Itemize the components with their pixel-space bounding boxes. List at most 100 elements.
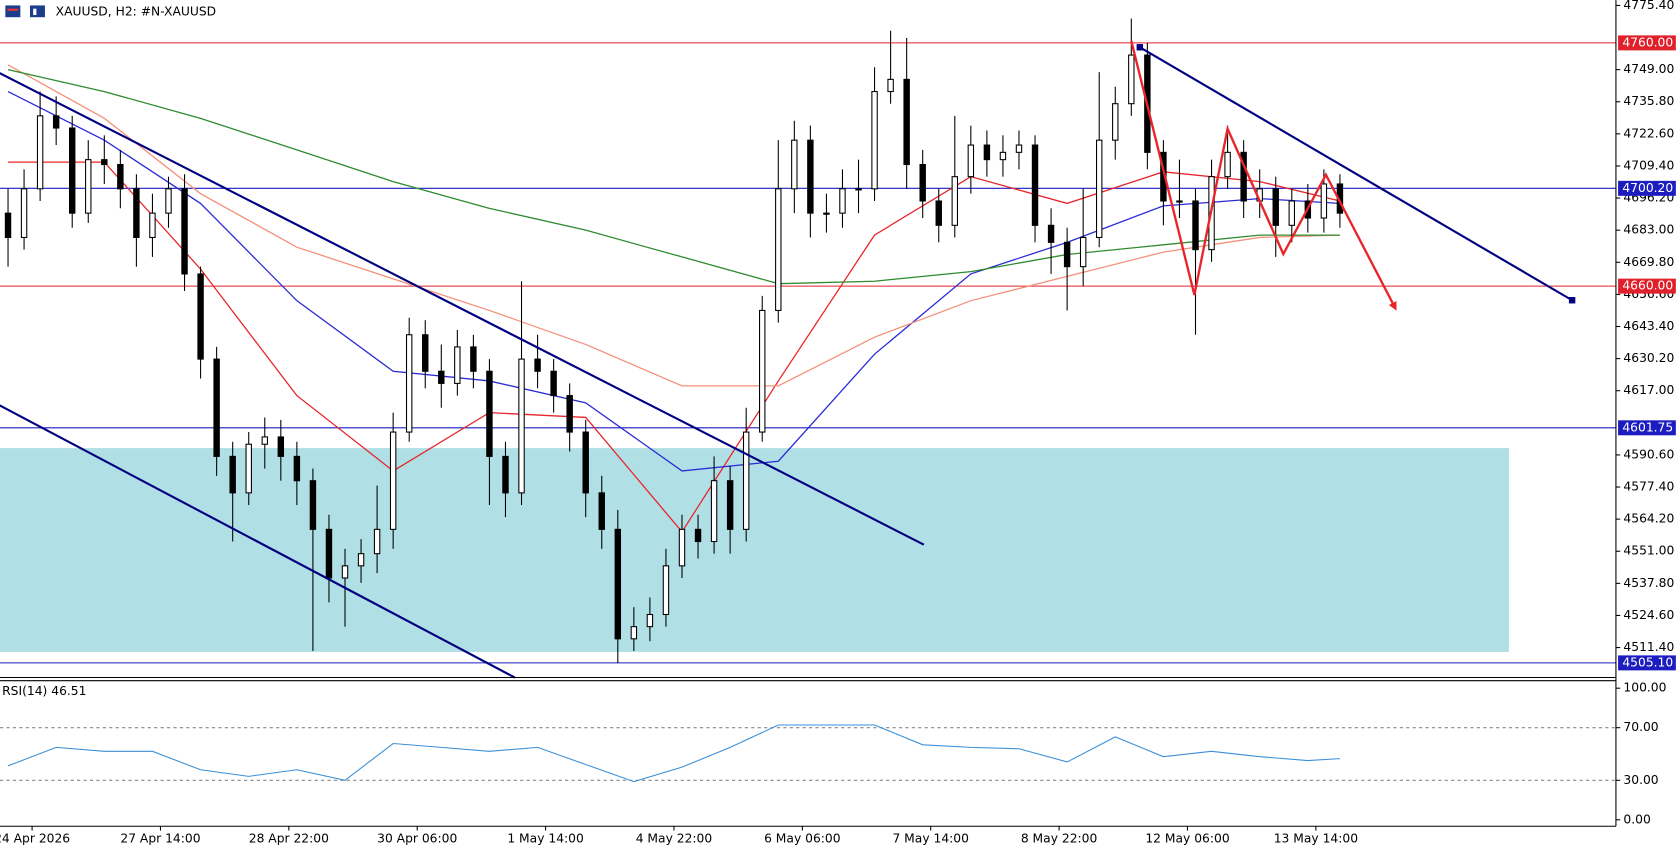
candle-body bbox=[999, 151, 1007, 161]
candle-body bbox=[630, 626, 638, 640]
candle-body bbox=[582, 431, 589, 494]
price-level-tag bbox=[1618, 180, 1676, 196]
candle-body bbox=[614, 528, 622, 640]
trendline bbox=[1139, 46, 1573, 302]
candle-body bbox=[20, 188, 28, 239]
candle-body bbox=[823, 212, 830, 215]
y-tick-label: 4722.60 bbox=[1623, 126, 1674, 140]
candle-body bbox=[470, 346, 477, 372]
candle-body bbox=[791, 139, 798, 190]
candle-body bbox=[566, 395, 573, 433]
candle-body bbox=[1192, 200, 1199, 251]
candle-body bbox=[245, 443, 252, 494]
y-tick-label: 4564.20 bbox=[1623, 512, 1674, 526]
candle-body bbox=[1047, 224, 1055, 243]
rsi-y-tick-label: 0.00 bbox=[1623, 812, 1650, 826]
candle-body bbox=[165, 188, 172, 214]
moving-average bbox=[7, 91, 1340, 472]
y-tick-label: 4630.20 bbox=[1623, 351, 1674, 365]
candle-body bbox=[534, 358, 541, 372]
y-tick-label: 4709.40 bbox=[1623, 158, 1674, 172]
moving-average bbox=[7, 64, 1340, 387]
candle-body bbox=[309, 480, 317, 530]
candle-body bbox=[52, 115, 60, 129]
candle-body bbox=[1176, 200, 1183, 203]
candle-body bbox=[405, 334, 413, 433]
y-tick-label: 4590.60 bbox=[1623, 447, 1674, 461]
icon bbox=[29, 5, 45, 18]
price-level-label: 4505.10 bbox=[1622, 655, 1673, 669]
x-tick-label: 7 May 14:00 bbox=[892, 832, 969, 846]
candle-body bbox=[807, 139, 814, 214]
candle-body bbox=[36, 115, 44, 190]
candle-body bbox=[1063, 241, 1071, 268]
candle-body bbox=[855, 188, 862, 191]
x-tick-label: 28 Apr 22:00 bbox=[249, 832, 329, 846]
candle-body bbox=[197, 273, 204, 360]
candle-body bbox=[903, 78, 910, 166]
price-level-label: 4660.00 bbox=[1622, 279, 1673, 293]
trendline bbox=[0, 404, 516, 679]
trendline-anchor bbox=[1136, 44, 1144, 51]
candle-body bbox=[1096, 139, 1103, 239]
moving-average bbox=[7, 69, 1340, 285]
price-level-label: 4601.75 bbox=[1622, 420, 1673, 434]
y-tick-label: 4551.00 bbox=[1623, 544, 1674, 558]
candle-body bbox=[4, 212, 12, 239]
candle-body bbox=[422, 334, 429, 372]
x-tick-label: 6 May 06:00 bbox=[764, 832, 841, 846]
candle-body bbox=[919, 163, 926, 202]
candle-body bbox=[662, 565, 670, 616]
candle-body bbox=[438, 370, 445, 384]
y-tick-label: 4524.60 bbox=[1623, 608, 1674, 622]
candle-body bbox=[967, 144, 975, 178]
candle-body bbox=[550, 370, 557, 397]
candle-body bbox=[229, 455, 236, 494]
candle-body bbox=[775, 188, 782, 311]
rsi-y-tick-label: 30.00 bbox=[1623, 773, 1658, 787]
candle-body bbox=[694, 528, 702, 543]
y-tick-label: 4643.40 bbox=[1623, 319, 1674, 333]
candle-body bbox=[935, 200, 942, 226]
x-tick-label: 4 May 22:00 bbox=[636, 832, 713, 846]
y-tick-label: 4683.00 bbox=[1623, 223, 1674, 237]
trendline bbox=[0, 72, 925, 546]
price-level-label: 4760.00 bbox=[1622, 35, 1673, 49]
candle-body bbox=[1240, 151, 1247, 202]
candle-body bbox=[1288, 200, 1295, 226]
candle-body bbox=[261, 436, 268, 445]
rsi-line bbox=[7, 724, 1340, 783]
icon bbox=[33, 8, 37, 16]
candle-body bbox=[1272, 188, 1279, 226]
y-tick-label: 4577.40 bbox=[1623, 480, 1674, 494]
icon bbox=[7, 8, 19, 11]
y-tick-label: 4669.80 bbox=[1623, 255, 1674, 269]
rsi-y-tick-label: 70.00 bbox=[1623, 720, 1658, 734]
y-tick-label: 4749.00 bbox=[1623, 62, 1674, 76]
x-tick-label: 12 May 06:00 bbox=[1145, 832, 1229, 846]
candle-body bbox=[983, 144, 991, 161]
price-level-label: 4700.20 bbox=[1622, 181, 1673, 195]
candle-body bbox=[502, 455, 509, 494]
x-tick-label: 1 May 14:00 bbox=[507, 832, 584, 846]
price-level-tag bbox=[1618, 35, 1676, 51]
candle-body bbox=[726, 480, 734, 530]
candle-body bbox=[887, 78, 894, 93]
candle-body bbox=[710, 480, 718, 543]
candle-body bbox=[486, 370, 493, 457]
icon bbox=[5, 5, 21, 18]
chart-title: XAUUSD, H2: #N-XAUUSD bbox=[56, 4, 217, 18]
candle-body bbox=[759, 309, 766, 433]
candle-body bbox=[454, 346, 461, 384]
candle-body bbox=[646, 613, 654, 628]
candle-body bbox=[1031, 144, 1039, 226]
trendline-anchor bbox=[1568, 297, 1576, 304]
header-icons bbox=[5, 5, 45, 18]
candle-body bbox=[357, 553, 365, 567]
candle-body bbox=[85, 159, 92, 214]
y-tick-label: 4511.40 bbox=[1623, 640, 1674, 654]
candle-body bbox=[389, 431, 397, 530]
y-tick-label: 4735.80 bbox=[1623, 94, 1674, 108]
